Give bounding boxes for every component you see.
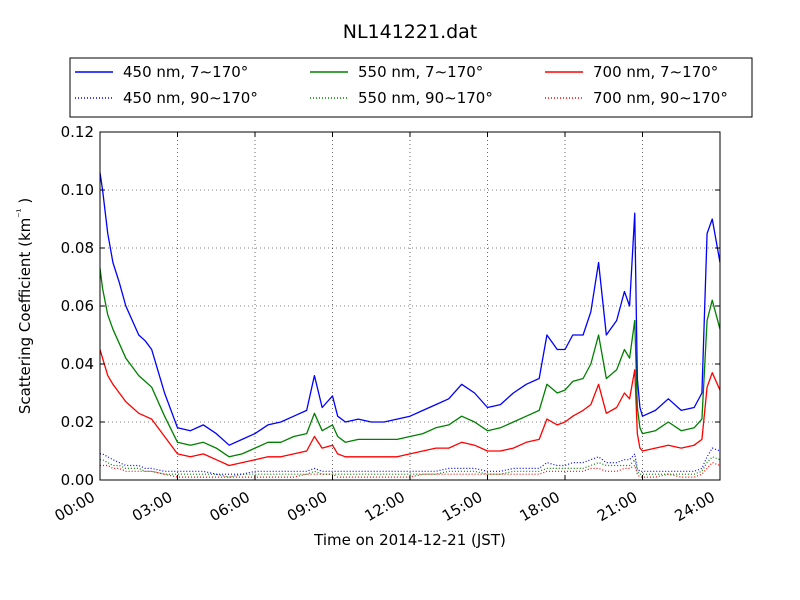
x-tick-label: 24:00 — [672, 488, 718, 525]
y-tick-label: 0.10 — [61, 181, 94, 199]
legend-label: 550 nm, 90∼170° — [358, 89, 493, 107]
x-tick-label: 15:00 — [439, 488, 485, 525]
y-axis-label: Scattering Coefficient (km⁻¹ ) — [16, 198, 34, 414]
x-tick-label: 21:00 — [594, 488, 640, 525]
grid — [100, 132, 720, 480]
x-tick-label: 03:00 — [129, 488, 175, 525]
y-tick-label: 0.06 — [61, 297, 94, 315]
series-line-3 — [100, 456, 721, 478]
legend-label: 700 nm, 7∼170° — [593, 63, 718, 81]
y-tick-label: 0.02 — [61, 413, 94, 431]
legend-label: 450 nm, 90∼170° — [123, 89, 258, 107]
series-layer — [99, 172, 721, 478]
y-axis: 0.00 0.02 0.04 0.06 0.08 0.10 0.12 — [61, 123, 720, 489]
x-axis-label: Time on 2014-12-21 (JST) — [313, 531, 506, 549]
x-tick-label: 00:00 — [52, 488, 98, 525]
y-label-superscript: ⁻¹ — [16, 208, 27, 217]
legend-frame — [69, 57, 753, 118]
series-line-4 — [99, 349, 721, 467]
x-tick-label: 18:00 — [517, 488, 563, 525]
series-line-2 — [99, 268, 721, 458]
series-line-0 — [99, 172, 721, 446]
y-label-text: Scattering Coefficient (km — [16, 218, 34, 414]
y-tick-label: 0.12 — [61, 123, 94, 141]
x-axis: 00:00 03:00 06:00 09:00 12:00 15:00 18:00 21:00… — [52, 132, 721, 525]
x-tick-label: 06:00 — [207, 488, 253, 525]
x-tick-label: 09:00 — [284, 488, 330, 525]
legend-label: 700 nm, 90∼170° — [593, 89, 728, 107]
x-tick-label: 12:00 — [362, 488, 408, 525]
y-tick-label: 0.00 — [61, 471, 94, 489]
legend-label: 450 nm, 7∼170° — [123, 63, 248, 81]
legend-label: 550 nm, 7∼170° — [358, 63, 483, 81]
chart-title: NL141221.dat — [343, 21, 478, 43]
y-tick-label: 0.08 — [61, 239, 94, 257]
legend: 450 nm, 7∼170° 450 nm, 90∼170° 550 nm, 7∼1… — [69, 57, 753, 118]
series-line-5 — [100, 462, 721, 478]
y-label-close: ) — [16, 198, 34, 209]
y-tick-label: 0.04 — [61, 355, 94, 373]
